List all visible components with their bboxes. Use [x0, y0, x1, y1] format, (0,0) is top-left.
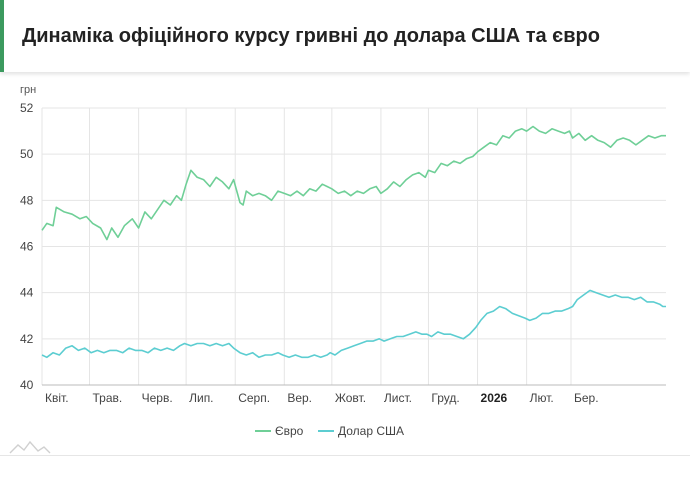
legend-item[interactable]: Долар США: [318, 422, 404, 440]
grid-lines: [41, 107, 666, 386]
y-tick-label: 46: [20, 240, 34, 254]
chart-header: Динаміка офіційного курсу гривні до дола…: [0, 0, 690, 72]
x-tick-label: Груд.: [431, 391, 459, 405]
legend-item[interactable]: Євро: [255, 422, 303, 440]
axes: 40 42 44 46 48 50 52 Квіт. Трав. Черв. Лип. Серп. Ве…: [20, 101, 666, 405]
y-tick-label: 42: [20, 332, 34, 346]
y-axis-unit-label: грн: [20, 84, 36, 96]
x-tick-label: Черв.: [142, 391, 173, 405]
chart-legend: Євро Долар США: [0, 422, 690, 440]
x-tick-label: Бер.: [574, 391, 599, 405]
x-tick-label: Лист.: [384, 391, 412, 405]
x-tick-label: Вер.: [287, 391, 312, 405]
x-tick-label: Лют.: [530, 391, 554, 405]
legend-label: Долар США: [338, 424, 405, 438]
x-tick-label: Квіт.: [45, 391, 69, 405]
x-tick-label: Жовт.: [335, 391, 366, 405]
footer-divider: [0, 455, 690, 456]
series-lines: [41, 125, 666, 359]
x-tick-label: Трав.: [93, 391, 123, 405]
legend-label: Євро: [275, 424, 304, 438]
y-tick-label: 40: [20, 378, 34, 392]
x-tick-label: 2026: [481, 391, 508, 405]
chart-title: Динаміка офіційного курсу гривні до дола…: [22, 25, 600, 47]
x-tick-label: Лип.: [189, 391, 213, 405]
series-line-0: [41, 125, 666, 241]
legend-swatch: [318, 430, 334, 432]
logo-mark: [8, 437, 52, 457]
y-tick-label: 52: [20, 101, 34, 115]
series-line-1: [41, 289, 666, 359]
y-tick-label: 50: [20, 147, 34, 161]
legend-swatch: [255, 430, 271, 432]
x-tick-label: Серп.: [238, 391, 270, 405]
y-tick-label: 44: [20, 286, 34, 300]
y-tick-label: 48: [20, 193, 34, 207]
mountain-logo-icon: [9, 440, 51, 454]
